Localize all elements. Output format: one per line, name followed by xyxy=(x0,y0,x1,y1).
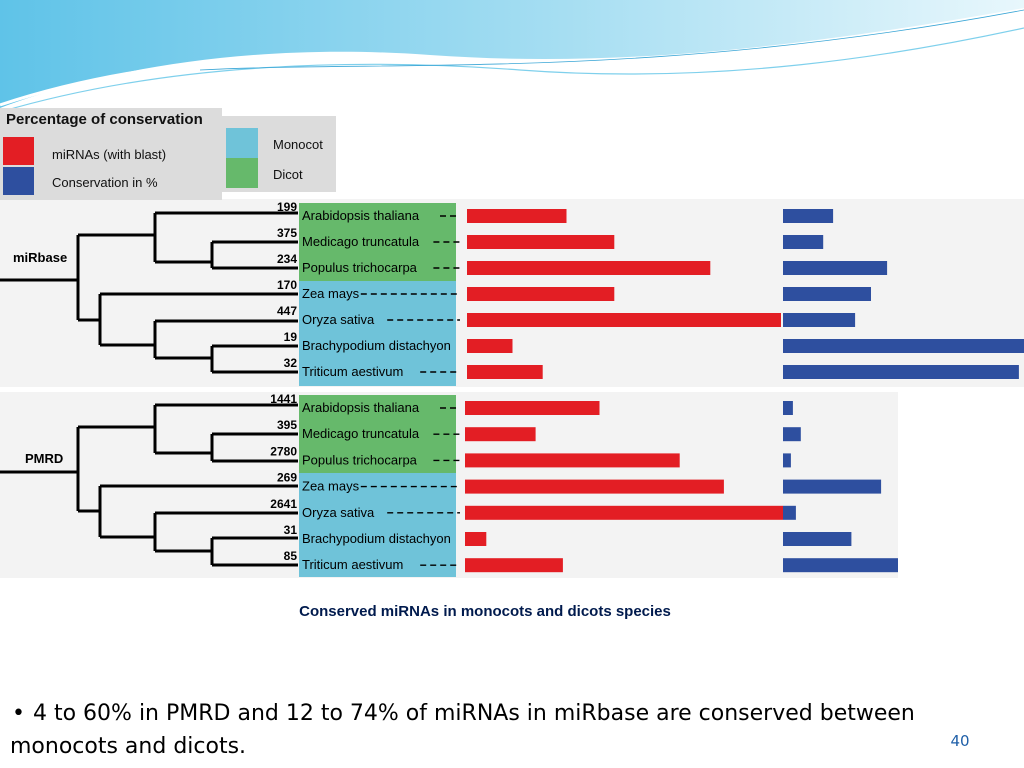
legend-box xyxy=(0,108,222,200)
conservation-bar-medicago-truncatula xyxy=(783,235,824,249)
mirna-bar-arabidopsis-thaliana xyxy=(467,209,567,223)
legend-swatch-dicot xyxy=(226,158,258,188)
mirna-bar-oryza-sativa xyxy=(467,313,781,327)
species-label-oryza-sativa: Oryza sativa xyxy=(302,312,375,327)
mirna-bar-oryza-sativa xyxy=(465,505,783,520)
conservation-bar-brachypodium-distachyon xyxy=(783,339,1024,353)
mirna-bar-populus-trichocarpa xyxy=(465,453,680,468)
species-label-medicago-truncatula: Medicago truncatula xyxy=(302,426,420,441)
species-label-arabidopsis-thaliana: Arabidopsis thaliana xyxy=(302,400,420,415)
mirna-count-triticum-aestivum: 85 xyxy=(284,549,298,563)
mirna-bar-triticum-aestivum xyxy=(467,365,543,379)
mirna-bar-zea-mays xyxy=(465,479,724,494)
mirna-count-oryza-sativa: 2641 xyxy=(270,497,297,511)
mirna-count-medicago-truncatula: 395 xyxy=(277,418,297,432)
species-label-triticum-aestivum: Triticum aestivum xyxy=(302,557,403,572)
legend-swatch-mirnas xyxy=(3,137,34,165)
bullet-point: • 4 to 60% in PMRD and 12 to 74% of miRNA… xyxy=(10,697,1000,763)
mirna-bar-medicago-truncatula xyxy=(467,235,615,249)
mirna-bar-populus-trichocarpa xyxy=(467,261,711,275)
conservation-bar-oryza-sativa xyxy=(783,505,796,520)
bullet-text: 4 to 60% in PMRD and 12 to 74% of miRNAs… xyxy=(10,701,915,759)
group-band-monocot-pmrd xyxy=(299,473,456,577)
legend-swatch-monocot xyxy=(226,128,258,158)
group-band-dicot-mirbase xyxy=(299,203,456,281)
group-band-monocot-mirbase xyxy=(299,281,456,386)
legend-label-mirnas: miRNAs (with blast) xyxy=(52,147,166,162)
species-label-brachypodium-distachyon: Brachypodium distachyon xyxy=(302,338,451,353)
species-label-medicago-truncatula: Medicago truncatula xyxy=(302,234,420,249)
mirna-count-medicago-truncatula: 375 xyxy=(277,226,297,240)
mirna-count-zea-mays: 269 xyxy=(277,471,297,485)
conservation-bar-arabidopsis-thaliana xyxy=(783,401,793,415)
conservation-chart: Percentage of conservation miRNAs (with … xyxy=(0,108,1024,578)
mirna-count-arabidopsis-thaliana: 199 xyxy=(277,200,297,214)
mirna-count-populus-trichocarpa: 234 xyxy=(277,252,297,266)
conservation-bar-zea-mays xyxy=(783,287,871,301)
mirna-count-oryza-sativa: 447 xyxy=(277,304,297,318)
database-label-mirbase: miRbase xyxy=(13,250,67,265)
species-label-triticum-aestivum: Triticum aestivum xyxy=(302,364,403,379)
conservation-bar-populus-trichocarpa xyxy=(783,453,791,468)
conservation-bar-populus-trichocarpa xyxy=(783,261,888,275)
legend-label-conservation: Conservation in % xyxy=(52,175,158,190)
legend-title: Percentage of conservation xyxy=(6,111,203,128)
mirna-count-populus-trichocarpa: 2780 xyxy=(270,444,297,458)
mirna-count-triticum-aestivum: 32 xyxy=(284,356,298,370)
species-label-zea-mays: Zea mays xyxy=(302,479,360,494)
conservation-bar-zea-mays xyxy=(783,479,882,494)
species-label-populus-trichocarpa: Populus trichocarpa xyxy=(302,260,418,275)
mirna-count-arabidopsis-thaliana: 1441 xyxy=(270,392,297,406)
tree-branches-mirbase xyxy=(0,211,298,374)
mirna-bar-zea-mays xyxy=(467,287,615,301)
species-label-populus-trichocarpa: Populus trichocarpa xyxy=(302,452,418,467)
figure-caption: Conserved miRNAs in monocots and dicots … xyxy=(299,603,671,620)
legend-swatch-conservation xyxy=(3,167,34,195)
slide-number: 40 xyxy=(950,732,970,750)
species-label-brachypodium-distachyon: Brachypodium distachyon xyxy=(302,531,451,546)
mirna-bar-arabidopsis-thaliana xyxy=(465,401,600,415)
group-band-dicot-pmrd xyxy=(299,395,456,473)
species-label-oryza-sativa: Oryza sativa xyxy=(302,505,375,520)
conservation-bar-triticum-aestivum xyxy=(783,365,1019,379)
species-label-arabidopsis-thaliana: Arabidopsis thaliana xyxy=(302,208,420,223)
mirna-bar-medicago-truncatula xyxy=(465,427,536,442)
bullet-symbol: • xyxy=(12,701,25,726)
mirna-bar-brachypodium-distachyon xyxy=(465,532,487,546)
tree-branches-pmrd xyxy=(0,403,298,567)
mirna-bar-brachypodium-distachyon xyxy=(467,339,513,353)
header-wave-decoration xyxy=(0,0,1024,113)
conservation-bar-oryza-sativa xyxy=(783,313,856,327)
legend: Percentage of conservation miRNAs (with … xyxy=(0,108,336,200)
conservation-bar-arabidopsis-thaliana xyxy=(783,209,834,223)
mirna-count-zea-mays: 170 xyxy=(277,278,297,292)
mirna-count-brachypodium-distachyon: 19 xyxy=(284,330,298,344)
legend-label-dicot: Dicot xyxy=(273,167,303,182)
mirna-count-brachypodium-distachyon: 31 xyxy=(284,523,298,537)
conservation-bar-medicago-truncatula xyxy=(783,427,801,442)
species-label-zea-mays: Zea mays xyxy=(302,286,360,301)
panel-pmrd: PMRD 1441 Arabidopsis thaliana 395 Medicago… xyxy=(0,392,898,577)
conservation-bar-brachypodium-distachyon xyxy=(783,532,852,546)
legend-label-monocot: Monocot xyxy=(273,137,323,152)
conservation-bar-triticum-aestivum xyxy=(783,558,898,573)
mirna-bar-triticum-aestivum xyxy=(465,558,563,573)
panel-mirbase: miRbase 199 Arabidopsis thaliana 375 Medica… xyxy=(0,200,1024,386)
database-label-pmrd: PMRD xyxy=(25,451,63,466)
